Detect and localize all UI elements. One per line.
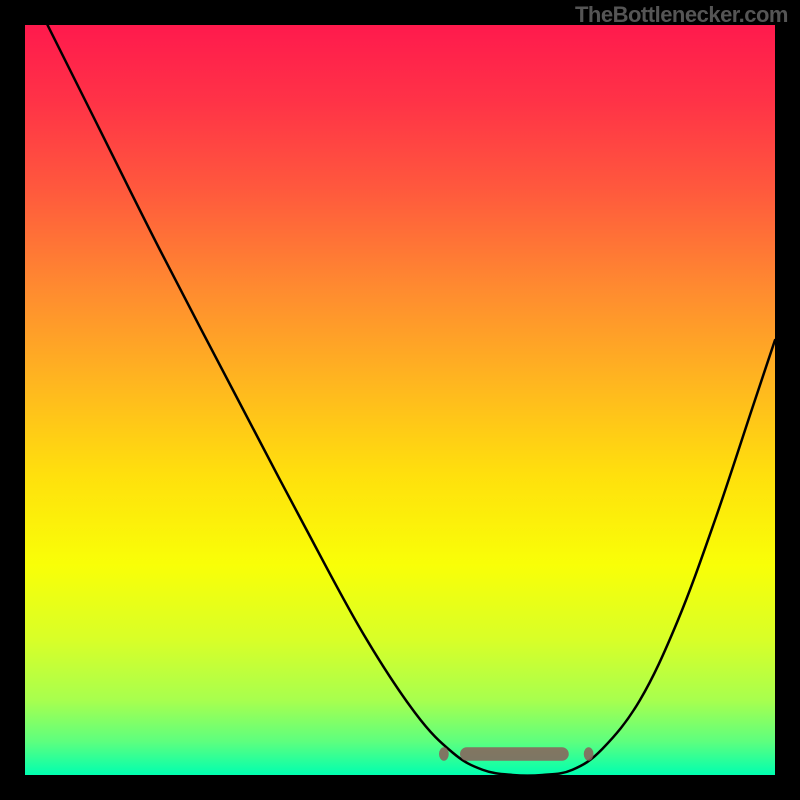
bottleneck-curve [25,25,775,775]
plot-area [25,25,775,775]
watermark-label: TheBottleneсker.com [575,2,788,28]
